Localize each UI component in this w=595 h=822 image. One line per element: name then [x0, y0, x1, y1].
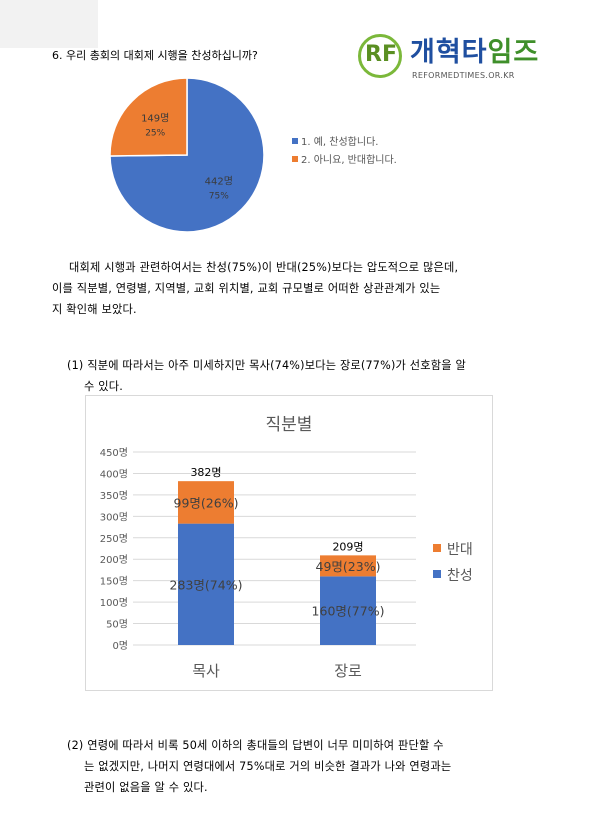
pie-percent-label: 75% [209, 191, 229, 201]
paragraph-line: 는 없겠지만, 나머지 연령대에서 75%대로 거의 비슷한 결과가 나와 연령… [84, 760, 452, 773]
bar-data-label: 283명(74%) [170, 577, 243, 592]
y-tick-label: 300명 [100, 511, 128, 523]
legend-label: 2. 아니요, 반대합니다. [301, 154, 397, 166]
paragraph-line: 이를 직분별, 연령별, 지역별, 교회 위치별, 교회 규모별로 어떠한 상관… [52, 282, 441, 295]
bar-segment [178, 481, 234, 524]
pie-chart-area: 442명 75% 1. 예, 찬성합니다. 149명 25% 2. 아니요, 반대합니다. [72, 70, 442, 240]
paragraph-line: (1) 직분에 따라서는 아주 미세하지만 목사(74%)보다는 장로(77%)… [67, 359, 466, 372]
y-tick-label: 0명 [112, 640, 128, 652]
paragraph-line: 대회제 시행과 관련하여서는 찬성(75%)이 반대(25%)보다는 압도적으로… [69, 261, 459, 274]
y-tick-label: 100명 [100, 597, 128, 609]
legend-swatch [292, 156, 298, 162]
pie-slice [109, 77, 265, 233]
y-tick-label: 450명 [100, 447, 128, 459]
y-tick-label: 250명 [100, 533, 128, 545]
survey-question: 6. 우리 총회의 대회제 시행을 찬성하십니까? [52, 49, 258, 62]
header-strip [0, 0, 98, 48]
legend-swatch [433, 544, 441, 552]
paragraph-summary: 대회제 시행과 관련하여서는 찬성(75%)이 반대(25%)보다는 압도적으로… [52, 257, 527, 320]
bar-segment [178, 523, 234, 645]
chart-title: 직분별 [266, 415, 313, 435]
paragraph-line: 수 있다. [84, 380, 123, 393]
pie-slice [109, 77, 188, 157]
x-tick-label: 목사 [192, 662, 220, 680]
pie-count-label: 149명 [141, 113, 169, 125]
bar-data-label: 49명(23%) [316, 559, 381, 574]
bar-data-label: 99명(26%) [174, 495, 239, 510]
bar-segment [320, 555, 376, 577]
bar-total-label: 382명 [190, 466, 221, 479]
bar-chart: 직분별 0명 50명 100명 150명 200명 250명 300명 350명 400명 450명… [100, 415, 473, 680]
logo-name: 개혁타임즈 [410, 30, 539, 69]
pie-chart: 442명 75% 1. 예, 찬성합니다. 149명 25% 2. 아니요, 반대합니다. [109, 77, 397, 233]
y-tick-label: 400명 [100, 468, 128, 480]
logo-name-blue: 개혁타 [410, 37, 488, 68]
x-tick-label: 장로 [334, 662, 362, 680]
bar-segment [320, 576, 376, 645]
bar-data-label: 160명(77%) [312, 604, 385, 619]
legend-label: 반대 [447, 542, 473, 558]
site-logo[interactable]: RF 개혁타임즈 REFORMEDTIMES.OR.KR [358, 26, 568, 88]
y-tick-label: 350명 [100, 490, 128, 502]
paragraph-line: (2) 연령에 따라서 비록 50세 이하의 총대들의 답변이 너무 미미하여 … [67, 739, 444, 752]
y-tick-label: 200명 [100, 554, 128, 566]
legend-label: 찬성 [447, 568, 473, 584]
bar-chart-area: 직분별 0명 50명 100명 150명 200명 250명 300명 350명 400명 450명… [85, 395, 493, 691]
legend-label: 1. 예, 찬성합니다. [301, 136, 378, 148]
pie-count-label: 442명 [205, 175, 233, 187]
paragraph-line: 지 확인해 보았다. [52, 303, 137, 316]
pie-percent-label: 25% [145, 129, 165, 139]
paragraph-age: (2) 연령에 따라서 비록 50세 이하의 총대들의 답변이 너무 미미하여 … [67, 735, 527, 798]
legend-swatch [292, 138, 298, 144]
logo-site-url: REFORMEDTIMES.OR.KR [412, 71, 515, 80]
logo-emblem-icon: RF [358, 34, 402, 78]
y-tick-label: 50명 [106, 619, 128, 631]
legend-swatch [433, 570, 441, 578]
logo-name-green: 임즈 [487, 37, 540, 68]
bar-total-label: 209명 [332, 540, 363, 553]
y-tick-label: 150명 [100, 576, 128, 588]
paragraph-line: 관련이 없음을 알 수 있다. [84, 781, 208, 794]
paragraph-position: (1) 직분에 따라서는 아주 미세하지만 목사(74%)보다는 장로(77%)… [67, 355, 527, 397]
